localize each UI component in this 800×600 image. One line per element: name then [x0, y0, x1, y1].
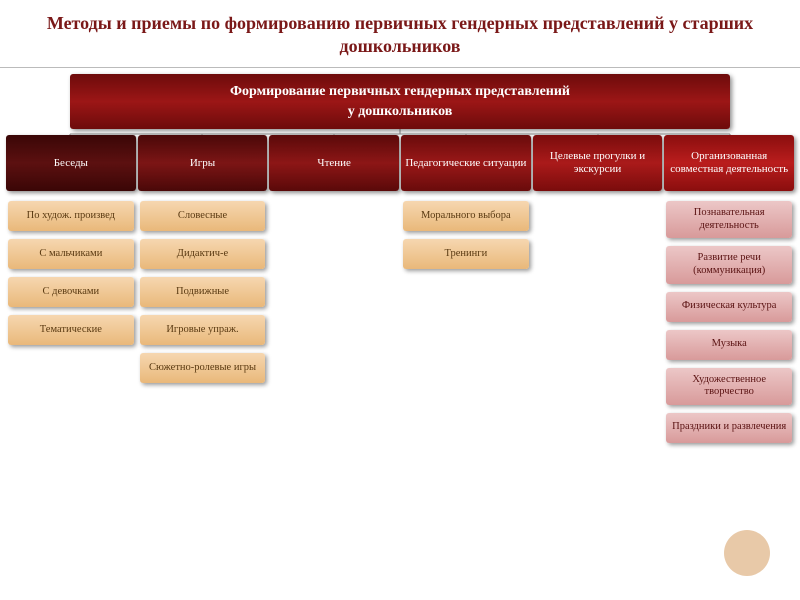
- category-node: Целевые прогулки и экскурсии: [533, 135, 663, 191]
- child-node: Тематические: [8, 315, 134, 345]
- title-underline: [0, 67, 800, 68]
- child-node: Подвижные: [140, 277, 266, 307]
- child-node: Тренинги: [403, 239, 529, 269]
- category-column: Игры Словесные Дидактич-е Подвижные Игровые …: [138, 135, 268, 443]
- category-column: Целевые прогулки и экскурсии: [533, 135, 663, 443]
- child-node: Художественное творчество: [666, 368, 792, 405]
- slide-title: Методы и приемы по формированию первичны…: [0, 0, 800, 65]
- child-node: Сюжетно-ролевые игры: [140, 353, 266, 383]
- category-node: Игры: [138, 135, 268, 191]
- children-container: Морального выбора Тренинги: [401, 201, 531, 269]
- category-column: Беседы По худож. произвед С мальчиками С де…: [6, 135, 136, 443]
- child-node: Словесные: [140, 201, 266, 231]
- child-node: По худож. произвед: [8, 201, 134, 231]
- child-node: С девочками: [8, 277, 134, 307]
- category-node: Беседы: [6, 135, 136, 191]
- decoration-circle: [724, 530, 770, 576]
- category-node: Чтение: [269, 135, 399, 191]
- columns-container: Беседы По худож. произвед С мальчиками С де…: [0, 135, 800, 443]
- child-node: Морального выбора: [403, 201, 529, 231]
- category-node: Организованная совместная деятельность: [664, 135, 794, 191]
- category-column: Организованная совместная деятельность По…: [664, 135, 794, 443]
- root-node: Формирование первичных гендерных предста…: [70, 74, 730, 129]
- child-node: Развитие речи (коммуникация): [666, 246, 792, 283]
- children-container: По худож. произвед С мальчиками С девочкам…: [6, 201, 136, 345]
- category-column: Педагогические ситуации Морального выбора…: [401, 135, 531, 443]
- child-node: Праздники и развлечения: [666, 413, 792, 443]
- root-line1: Формирование первичных гендерных предста…: [80, 82, 720, 102]
- child-node: Дидактич-е: [140, 239, 266, 269]
- children-container: Словесные Дидактич-е Подвижные Игровые упра…: [138, 201, 268, 383]
- category-column: Чтение: [269, 135, 399, 443]
- child-node: Игровые упраж.: [140, 315, 266, 345]
- category-node: Педагогические ситуации: [401, 135, 531, 191]
- children-container: Познавательная деятельность Развитие речи…: [664, 201, 794, 443]
- child-node: С мальчиками: [8, 239, 134, 269]
- child-node: Музыка: [666, 330, 792, 360]
- root-line2: у дошкольников: [80, 102, 720, 122]
- child-node: Физическая культура: [666, 292, 792, 322]
- child-node: Познавательная деятельность: [666, 201, 792, 238]
